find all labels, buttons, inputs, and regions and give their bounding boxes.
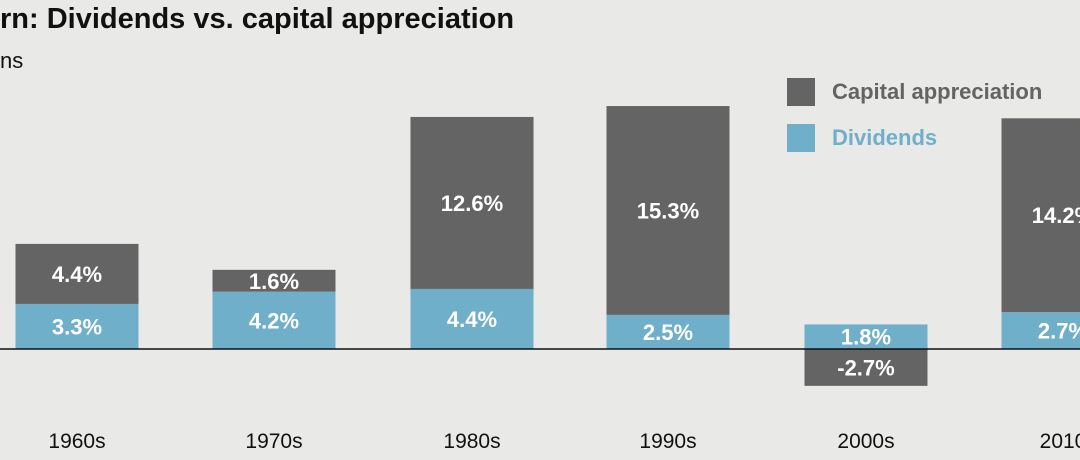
data-label-dividends-2010: 2.7% <box>1038 319 1080 344</box>
data-label-dividends-1980s: 4.4% <box>447 307 497 332</box>
legend-item-capital-appreciation: Capital appreciation <box>787 78 1042 106</box>
chart-subtitle: ns <box>0 48 24 73</box>
data-label-capital-1980s: 12.6% <box>441 191 503 216</box>
bar-dividends-1970s <box>212 291 336 349</box>
data-label-capital-1960s: 4.4% <box>52 262 102 287</box>
bar-capital-1990s <box>606 106 730 315</box>
bar-dividends-1960s <box>15 303 139 349</box>
bar-capital-1980s <box>410 116 534 289</box>
data-label-capital-2010: 14.2% <box>1032 203 1080 228</box>
legend-swatch-capital-appreciation <box>787 78 815 106</box>
bar-dividends-2010 <box>1001 312 1080 349</box>
x-tick-label-1980s: 1980s <box>443 430 500 453</box>
legend-item-dividends: Dividends <box>787 124 937 152</box>
data-label-capital-1970s: 1.6% <box>249 269 299 294</box>
bar-capital-2000s <box>804 349 928 386</box>
bar-capital-1960s <box>15 243 139 304</box>
data-label-capital-2000s: -2.7% <box>837 355 894 380</box>
legend-label-dividends: Dividends <box>832 125 938 150</box>
bar-dividends-2000s <box>804 324 928 349</box>
x-tick-label-2000s: 2000s <box>837 430 894 453</box>
x-tick-label-1960s: 1960s <box>48 430 105 453</box>
data-label-dividends-1990s: 2.5% <box>643 320 693 345</box>
data-label-dividends-1970s: 4.2% <box>249 308 299 333</box>
chart-title: rn: Dividends vs. capital appreciation <box>0 3 515 35</box>
legend-label-capital-appreciation: Capital appreciation <box>832 79 1043 104</box>
bar-capital-2010 <box>1001 118 1080 313</box>
bar-capital-1970s <box>212 269 336 292</box>
legend-swatch-dividends <box>787 124 815 152</box>
bar-dividends-1980s <box>410 288 534 349</box>
x-tick-label-2010: 2010 <box>1040 430 1080 453</box>
x-tick-label-1990s: 1990s <box>639 430 696 453</box>
data-label-capital-1990s: 15.3% <box>637 198 699 223</box>
x-tick-label-1970s: 1970s <box>245 430 302 453</box>
bar-dividends-1990s <box>606 314 730 349</box>
data-label-dividends-2000s: 1.8% <box>841 325 891 350</box>
data-label-dividends-1960s: 3.3% <box>52 314 102 339</box>
